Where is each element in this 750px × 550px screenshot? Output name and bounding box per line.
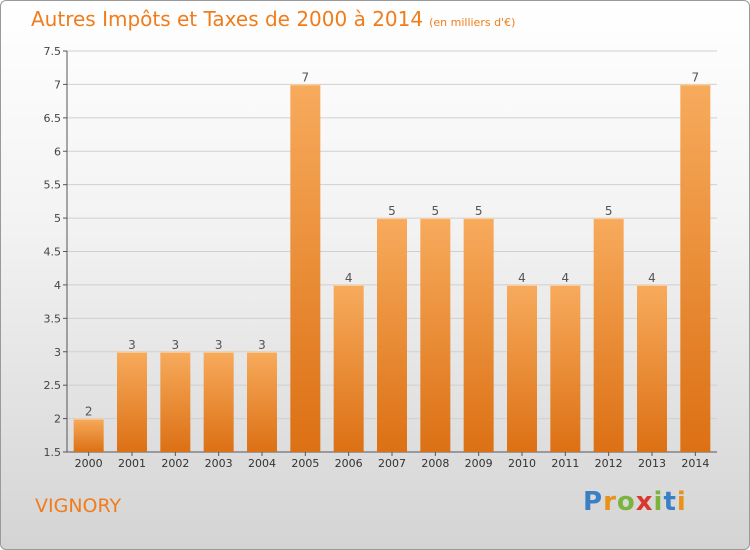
bar-2009: [463, 218, 494, 452]
data-label: 4: [648, 271, 656, 285]
x-tick-label: 2006: [335, 457, 363, 470]
data-label: 4: [562, 271, 570, 285]
y-tick-label: 2: [54, 413, 61, 426]
y-tick-label: 4.5: [44, 246, 62, 259]
bar-2011: [550, 284, 581, 452]
bar-2003: [203, 351, 234, 452]
data-label: 2: [85, 405, 93, 419]
y-tick-label: 6: [54, 145, 61, 158]
bar-layer: [73, 84, 711, 453]
data-label: 3: [258, 338, 266, 352]
x-tick-label: 2005: [291, 457, 319, 470]
x-tick-label: 2001: [118, 457, 146, 470]
bar-2002: [160, 351, 191, 452]
data-label: 7: [302, 70, 310, 84]
y-tick-label: 5: [54, 212, 61, 225]
bar-2001: [117, 351, 147, 452]
bar-2005: [290, 84, 321, 453]
chart-title: Autres Impôts et Taxes de 2000 à 2014 (en…: [31, 7, 515, 31]
data-label: 3: [128, 338, 136, 352]
y-tick-label: 3: [54, 346, 61, 359]
bar-2010: [507, 284, 537, 452]
data-label: 5: [475, 204, 483, 218]
bar-2008: [420, 218, 451, 452]
data-label: 3: [172, 338, 180, 352]
chart-title-text: Autres Impôts et Taxes de 2000 à 2014: [31, 7, 424, 31]
x-tick-label: 2007: [378, 457, 406, 470]
x-tick-label: 2014: [681, 457, 709, 470]
x-tick-label: 2004: [248, 457, 276, 470]
x-tick-label: 2011: [551, 457, 579, 470]
bar-2014: [680, 84, 711, 453]
y-tick-label: 4: [54, 279, 61, 292]
bar-2000: [73, 418, 104, 452]
bar-2006: [333, 284, 364, 452]
data-label: 3: [215, 338, 223, 352]
data-label: 7: [692, 70, 700, 84]
y-tick-label: 5.5: [44, 179, 62, 192]
x-tick-label: 2010: [508, 457, 536, 470]
bar-2013: [637, 284, 667, 452]
y-tick-label: 7.5: [44, 45, 62, 58]
data-label: 4: [345, 271, 353, 285]
commune-name: VIGNORY: [35, 495, 122, 517]
y-tick-label: 6.5: [44, 112, 62, 125]
label-layer: 2 3 3 3 3 7 4 5 5 5 4 4 5 4 7: [85, 70, 699, 418]
x-tick-label: 2002: [161, 457, 189, 470]
data-label: 4: [518, 271, 526, 285]
x-tick-label: 2009: [465, 457, 493, 470]
x-tick-label: 2008: [421, 457, 449, 470]
bar-2012: [593, 218, 624, 452]
y-tick-label: 3.5: [44, 312, 62, 325]
y-tick-label: 2.5: [44, 379, 62, 392]
x-tick-label: 2000: [75, 457, 103, 470]
bar-2007: [377, 218, 407, 452]
data-label: 5: [432, 204, 440, 218]
x-tick-label: 2003: [205, 457, 233, 470]
x-tick-label: 2013: [638, 457, 666, 470]
data-label: 5: [605, 204, 613, 218]
data-label: 5: [388, 204, 396, 218]
x-tick-label: 2012: [595, 457, 623, 470]
y-tick-label: 1.5: [44, 446, 62, 459]
proxiti-logo: Proxiti: [583, 487, 687, 517]
chart-title-unit: (en milliers d'€): [429, 16, 516, 29]
bar-2004: [247, 351, 277, 452]
y-tick-label: 7: [54, 78, 61, 91]
